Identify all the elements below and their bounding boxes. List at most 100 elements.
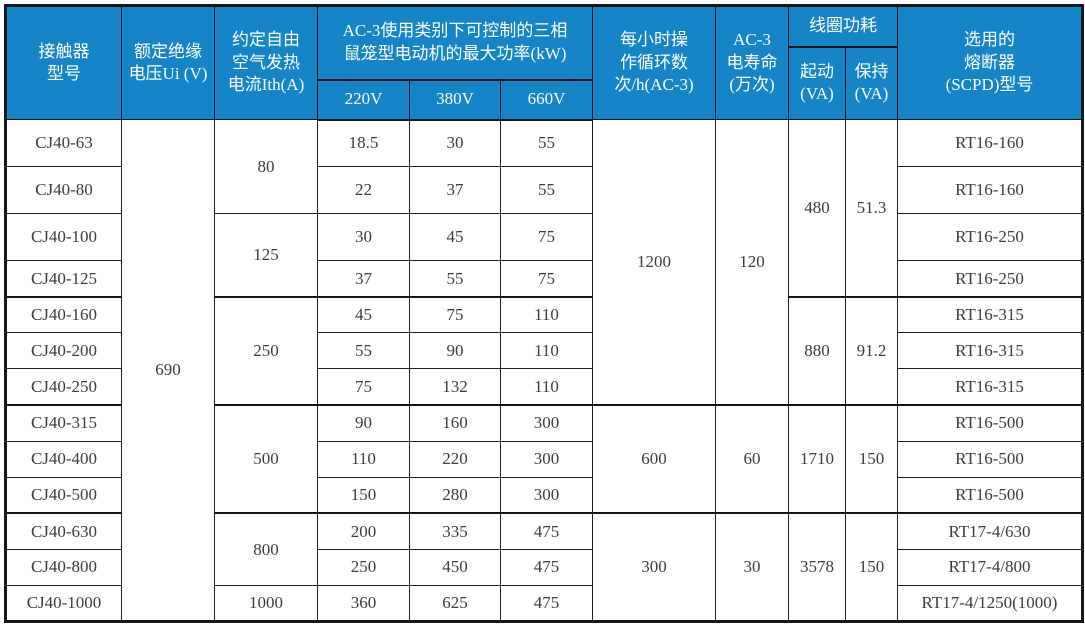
- cell-fuse: RT17-4/630: [897, 512, 1083, 550]
- cell-model: CJ40-630: [5, 512, 122, 550]
- cell-fuse: RT16-250: [897, 213, 1083, 262]
- cell-p660: 300: [500, 404, 593, 442]
- cell-p220: 90: [317, 404, 410, 442]
- cell-p220: 250: [317, 548, 410, 586]
- cell-p380: 90: [409, 332, 501, 370]
- cell-p380: 450: [409, 548, 501, 586]
- cell-fuse: RT16-315: [897, 368, 1083, 407]
- header-contactor-model: 接触器 型号: [5, 5, 122, 120]
- cell-coil-start: 480: [788, 118, 846, 298]
- cell-fuse: RT16-500: [897, 404, 1083, 442]
- cell-model: CJ40-800: [5, 548, 122, 586]
- cell-ith: 800: [214, 512, 318, 586]
- header-220v: 220V: [317, 79, 410, 121]
- cell-cycles: 600: [592, 404, 716, 515]
- cell-p660: 475: [500, 584, 593, 623]
- cell-coil-start: 3578: [788, 512, 846, 623]
- cell-insulation-voltage: 690: [121, 119, 215, 622]
- cell-cycles: 1200: [592, 119, 716, 407]
- cell-p660: 300: [500, 440, 593, 478]
- cell-fuse: RT16-500: [897, 440, 1083, 478]
- cell-fuse: RT16-500: [897, 476, 1083, 515]
- header-electrical-life: AC-3 电寿命 (万次): [715, 5, 789, 120]
- cell-p380: 37: [409, 166, 501, 215]
- table-body: CJ40-63 690 80 18.5 30 55 1200 120 480 5…: [5, 118, 1083, 623]
- header-operating-cycles: 每小时操 作循环数 次/h(AC-3): [592, 5, 716, 120]
- cell-coil-hold: 91.2: [845, 296, 898, 407]
- table-row: CJ40-80 22 37 55 RT16-160: [5, 166, 1083, 215]
- cell-p220: 110: [317, 440, 410, 478]
- cell-fuse: RT17-4/1250(1000): [897, 584, 1083, 623]
- cell-model: CJ40-63: [5, 118, 122, 168]
- cell-ith: 125: [214, 213, 318, 298]
- cell-fuse: RT16-315: [897, 332, 1083, 370]
- header-max-power-group: AC-3使用类别下可控制的三相 鼠笼型电动机的最大功率(kW): [317, 5, 593, 81]
- cell-coil-hold: 150: [845, 404, 898, 515]
- cell-fuse: RT16-250: [897, 260, 1083, 298]
- cell-p660: 75: [500, 213, 593, 262]
- cell-p380: 30: [409, 118, 501, 168]
- cell-life: 120: [715, 119, 789, 407]
- cell-p660: 75: [500, 260, 593, 298]
- cell-p380: 220: [409, 440, 501, 478]
- table-row: CJ40-100 125 30 45 75 RT16-250: [5, 213, 1083, 298]
- cell-fuse: RT16-160: [897, 166, 1083, 215]
- table-row: CJ40-160 250 45 75 110 880 91.2 RT16-315: [5, 296, 1083, 407]
- header-thermal-current: 约定自由 空气发热 电流Ith(A): [214, 5, 318, 120]
- table-row: CJ40-315 500 90 160 300 600 60 1710 150 …: [5, 404, 1083, 515]
- table-row: CJ40-125 37 55 75 RT16-250: [5, 260, 1083, 298]
- cell-p380: 132: [409, 368, 501, 407]
- cell-life: 30: [715, 512, 789, 623]
- header-380v: 380V: [409, 79, 501, 121]
- cell-p380: 75: [409, 296, 501, 334]
- cell-p220: 150: [317, 476, 410, 515]
- cell-p380: 335: [409, 512, 501, 550]
- cell-p660: 110: [500, 296, 593, 334]
- table-row: CJ40-800 250 450 475 RT17-4/800: [5, 548, 1083, 586]
- header-coil-start: 起动 (VA): [788, 46, 846, 120]
- cell-p660: 55: [500, 118, 593, 168]
- cell-p220: 75: [317, 368, 410, 407]
- cell-ith: 1000: [214, 584, 318, 623]
- cell-p220: 200: [317, 512, 410, 550]
- cell-model: CJ40-125: [5, 260, 122, 298]
- cell-p660: 110: [500, 332, 593, 370]
- table-row: CJ40-200 55 90 110 RT16-315: [5, 332, 1083, 370]
- cell-p660: 475: [500, 548, 593, 586]
- cell-model: CJ40-250: [5, 368, 122, 407]
- cell-model: CJ40-500: [5, 476, 122, 515]
- cell-ith: 80: [214, 118, 318, 215]
- header-660v: 660V: [500, 79, 593, 121]
- cell-fuse: RT17-4/800: [897, 548, 1083, 586]
- cell-coil-hold: 51.3: [845, 118, 898, 298]
- cell-coil-hold: 150: [845, 512, 898, 623]
- cell-cycles: 300: [592, 512, 716, 623]
- cell-p220: 30: [317, 213, 410, 262]
- cell-p660: 55: [500, 166, 593, 215]
- cell-coil-start: 880: [788, 296, 846, 407]
- cell-p220: 45: [317, 296, 410, 334]
- table-row: CJ40-63 690 80 18.5 30 55 1200 120 480 5…: [5, 118, 1083, 622]
- cell-p380: 45: [409, 213, 501, 262]
- cell-p380: 55: [409, 260, 501, 298]
- cell-p220: 37: [317, 260, 410, 298]
- cell-model: CJ40-200: [5, 332, 122, 370]
- cell-p220: 22: [317, 166, 410, 215]
- cell-p660: 110: [500, 368, 593, 407]
- cell-p220: 18.5: [317, 118, 410, 168]
- cell-model: CJ40-100: [5, 213, 122, 262]
- cell-life: 60: [715, 404, 789, 515]
- cell-model: CJ40-160: [5, 296, 122, 334]
- cell-model: CJ40-315: [5, 404, 122, 442]
- table-row: CJ40-630 800 200 335 475 300 30 3578 150…: [5, 512, 1083, 623]
- table-row: CJ40-1000 1000 360 625 475 RT17-4/1250(1…: [5, 584, 1083, 623]
- cell-fuse: RT16-160: [897, 118, 1083, 168]
- header-fuse-type: 选用的 熔断器 (SCPD)型号: [897, 5, 1083, 120]
- table-row: CJ40-400 110 220 300 RT16-500: [5, 440, 1083, 478]
- cell-p380: 280: [409, 476, 501, 515]
- header-coil-hold: 保持 (VA): [845, 46, 898, 120]
- cell-p220: 55: [317, 332, 410, 370]
- cell-p380: 160: [409, 404, 501, 442]
- cell-ith: 500: [214, 404, 318, 515]
